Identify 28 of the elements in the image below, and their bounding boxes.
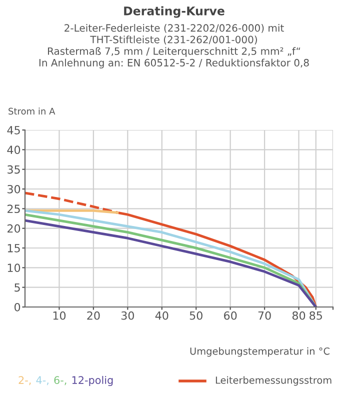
x-tick-label: 30 xyxy=(121,311,134,320)
x-tick-label: 40 xyxy=(155,311,168,320)
y-tick-label: 45 xyxy=(7,126,20,134)
x-axis-title: Umgebungstemperatur in °C xyxy=(190,347,330,357)
text: 2-, xyxy=(18,376,31,386)
x-tick-label: 80 xyxy=(292,311,306,320)
y-tick-label: 40 xyxy=(7,146,20,154)
legend-label: Leiterbemessungsstrom xyxy=(216,376,332,386)
text: 6-, xyxy=(54,376,66,386)
y-tick-label: 25 xyxy=(8,204,20,214)
y-tick-label: 10 xyxy=(8,264,20,272)
x-tick-label: 10 xyxy=(53,311,66,320)
y-tick-label: 15 xyxy=(8,244,20,252)
x-tick-label: 60 xyxy=(224,311,237,320)
y-tick-label: 0 xyxy=(14,302,20,312)
chart-title: Derating-Kurve xyxy=(124,6,224,18)
x-tick-label: 85 xyxy=(310,311,322,320)
x-tick-label: 70 xyxy=(258,311,271,320)
chart-subtitle: 2-Leiter-Federleiste (231-2202/026-000) mit THT-Stiftleiste (231-262/001-000) Rastermaß 7,5 mm / Leiterquerschnitt 2,5 mm² „f“ In Anlehnung an: EN 60512-5-2 / Reduktionsfaktor 0,8 xyxy=(39,24,309,68)
text: 12-polig xyxy=(72,376,113,386)
y-tick-label: 35 xyxy=(8,165,20,174)
y-tick-label: 20 xyxy=(8,224,20,233)
y-axis-title: Strom in A xyxy=(8,108,56,115)
x-tick-label: 20 xyxy=(87,311,100,320)
y-tick-label: 30 xyxy=(8,184,20,194)
x-tick-label: 50 xyxy=(190,311,202,320)
text: 4-, xyxy=(36,376,48,386)
y-tick-label: 5 xyxy=(14,283,20,292)
